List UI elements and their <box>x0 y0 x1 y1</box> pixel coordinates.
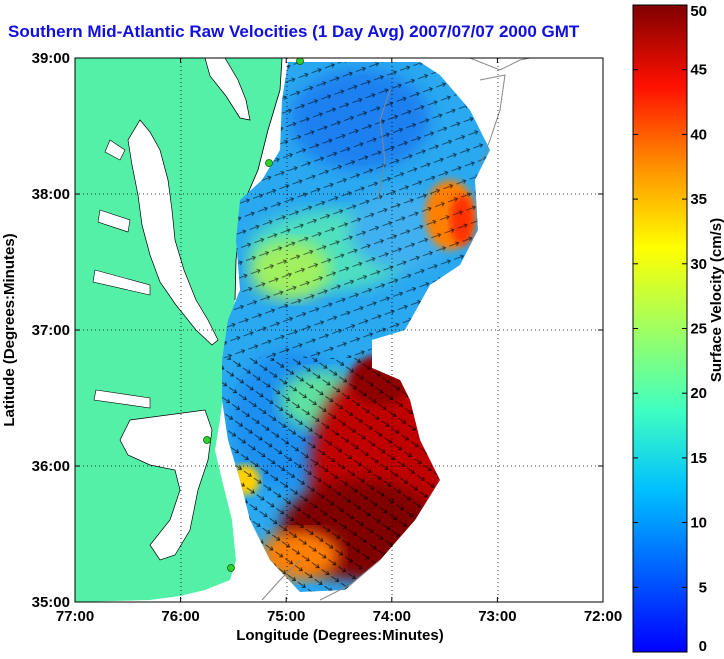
land-mass <box>75 58 283 602</box>
colorbar-label: Surface Velocity (cm/s) <box>708 218 724 382</box>
x-axis-ticks: 77:00 76:00 75:00 74:00 73:00 72:00 <box>56 58 622 625</box>
x-axis-label: Longitude (Degrees:Minutes) <box>236 627 444 644</box>
x-tick-label: 74:00 <box>373 608 411 625</box>
grid-lines <box>75 58 603 602</box>
colorbar-tick-label: 20 <box>690 385 707 402</box>
y-tick-label: 35:00 <box>32 594 70 611</box>
colorbar-tick-label: 0 <box>699 638 707 655</box>
y-axis-ticks: 39:00 38:00 37:00 36:00 35:00 <box>32 50 603 611</box>
map-title: Southern Mid-Atlantic Raw Velocities (1 … <box>8 22 580 41</box>
colorbar-tick-label: 30 <box>690 256 707 273</box>
x-tick-label: 75:00 <box>267 608 305 625</box>
colorbar-tick-label: 40 <box>690 126 707 143</box>
y-tick-label: 36:00 <box>32 458 70 475</box>
colorbar-tick-label: 50 <box>690 3 707 20</box>
x-tick-label: 77:00 <box>56 608 94 625</box>
colorbar-tick-label: 35 <box>690 191 707 208</box>
y-tick-label: 37:00 <box>32 322 70 339</box>
colorbar-tick-label: 10 <box>690 515 707 532</box>
y-tick-label: 38:00 <box>32 186 70 203</box>
x-tick-label: 72:00 <box>584 608 622 625</box>
x-tick-label: 76:00 <box>161 608 199 625</box>
colorbar <box>632 4 688 653</box>
y-axis-label: Latitude (Degrees:Minutes) <box>1 233 18 426</box>
radar-stations <box>203 58 304 572</box>
colorbar-tick-label: 25 <box>690 321 707 338</box>
x-tick-label: 73:00 <box>478 608 516 625</box>
colorbar-tick-label: 5 <box>699 579 707 596</box>
y-tick-label: 39:00 <box>32 50 70 67</box>
colorbar-tick-label: 15 <box>690 450 707 467</box>
bathymetry-contours <box>261 58 531 601</box>
colorbar-tick-label: 45 <box>690 62 707 79</box>
